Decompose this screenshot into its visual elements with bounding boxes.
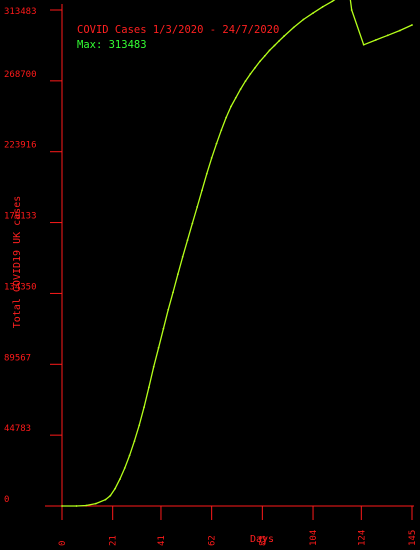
data-point	[152, 365, 155, 368]
data-point	[283, 35, 285, 37]
data-point	[215, 142, 218, 145]
data-point	[263, 54, 266, 57]
data-point	[119, 478, 121, 481]
data-point	[254, 66, 257, 69]
data-point	[374, 39, 377, 41]
y-tick-label: 179133	[4, 212, 37, 222]
chart-title: COVID Cases 1/3/2020 - 24/7/2020	[77, 24, 279, 36]
x-tick-label: 145	[408, 530, 418, 546]
data-point	[399, 29, 401, 32]
axes	[45, 4, 414, 520]
y-tick-label: 0	[4, 495, 9, 505]
x-tick-label: 124	[357, 530, 367, 546]
data-point	[230, 105, 232, 108]
data-point	[411, 24, 413, 26]
data-point	[143, 406, 145, 409]
data-point	[75, 505, 78, 507]
data-point	[138, 424, 141, 427]
data-point	[210, 157, 213, 159]
data-point	[201, 189, 203, 192]
x-tick-label: 41	[157, 535, 167, 546]
data-point	[196, 206, 199, 208]
y-tick-label: 268700	[4, 70, 37, 80]
x-tick-label: 104	[309, 530, 319, 546]
data-point	[249, 73, 252, 75]
data-point	[167, 308, 170, 311]
y-tick-label: 89567	[4, 353, 31, 363]
series-layer	[61, 0, 413, 507]
data-point	[362, 43, 365, 46]
data-point	[114, 487, 117, 490]
data-point	[109, 494, 112, 497]
y-tick-label: 134350	[4, 282, 37, 292]
data-point	[176, 273, 179, 276]
x-tick-label: 0	[58, 541, 68, 546]
data-point	[205, 172, 208, 175]
data-point	[278, 39, 281, 42]
x-ticks: 0 21 41 62 83 104 124 145	[58, 506, 418, 546]
data-point	[239, 88, 242, 90]
x-tick-label: 62	[208, 535, 218, 546]
data-point	[302, 18, 305, 21]
data-point	[350, 9, 353, 11]
y-tick-label: 223916	[4, 141, 37, 151]
data-point	[128, 454, 131, 457]
data-point	[147, 386, 150, 389]
data-point	[268, 49, 271, 52]
max-label: Max: 313483	[77, 39, 147, 51]
y-tick-label: 44783	[4, 424, 31, 434]
data-point	[386, 34, 389, 37]
data-point	[331, 0, 334, 3]
data-point	[234, 96, 237, 99]
data-point	[321, 5, 324, 8]
data-point	[220, 129, 223, 132]
data-point	[61, 505, 63, 507]
data-point	[85, 504, 88, 507]
data-point	[292, 26, 295, 29]
data-point	[172, 291, 174, 294]
data-point	[94, 502, 97, 505]
data-point	[104, 498, 107, 501]
data-point	[244, 80, 247, 83]
data-point	[186, 239, 189, 242]
data-point	[123, 467, 126, 469]
x-tick-label: 21	[109, 535, 119, 546]
data-point	[273, 44, 276, 47]
data-point	[162, 327, 165, 330]
x-tick-label: 83	[258, 535, 268, 546]
data-point	[259, 60, 261, 63]
y-axis-label: Total COVID19 UK cases	[12, 196, 23, 328]
y-tick-label: 313483	[4, 7, 37, 17]
data-point	[191, 222, 194, 225]
data-point	[225, 116, 228, 119]
data-point	[181, 255, 184, 258]
y-ticks: 0 44783 89567 134350 179133 223916 268700 31348…	[4, 7, 62, 507]
data-point	[157, 346, 160, 349]
data-point	[133, 440, 136, 443]
data-point	[312, 12, 314, 15]
x-axis-label: Days	[250, 534, 274, 545]
